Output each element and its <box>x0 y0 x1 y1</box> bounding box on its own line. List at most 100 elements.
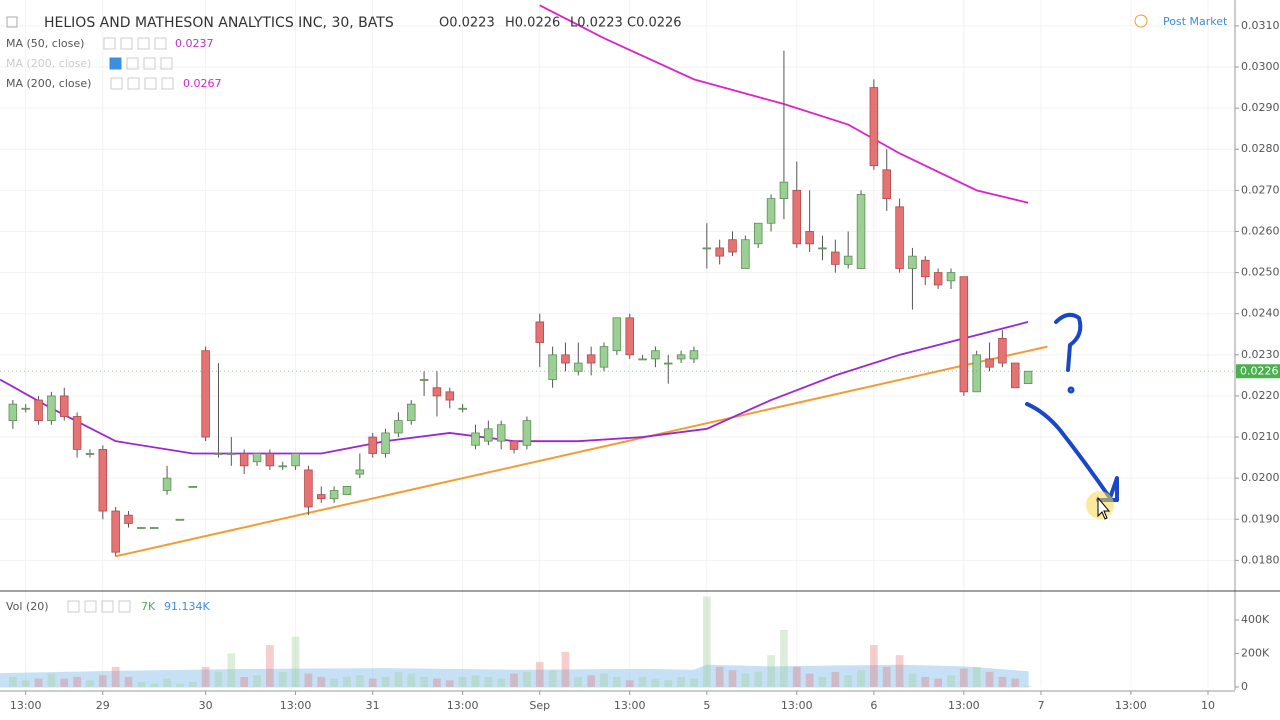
button[interactable] <box>103 37 116 50</box>
volume-bar <box>548 670 557 687</box>
volume-bar <box>895 655 904 687</box>
button[interactable] <box>118 600 131 613</box>
volume-bar <box>278 671 287 687</box>
ma-legend-name: MA (50, close) <box>6 37 84 50</box>
candle-body <box>111 510 120 553</box>
volume-bar <box>484 676 493 687</box>
button[interactable] <box>109 57 122 70</box>
volume-bar <box>947 675 955 687</box>
y-tick-label: 0.0280 <box>1241 142 1280 155</box>
candle-body <box>535 321 545 343</box>
volume-bar <box>47 673 56 687</box>
post-market-icon <box>1134 14 1148 28</box>
volume-bar <box>240 676 249 687</box>
candle-body <box>908 255 917 269</box>
volume-bar <box>137 681 146 687</box>
volume-bar <box>600 673 608 687</box>
candle-body <box>432 387 442 397</box>
button[interactable] <box>110 77 123 90</box>
y-tick-label: 0.0300 <box>1241 60 1280 73</box>
x-tick-label: 6 <box>870 699 877 712</box>
trendline <box>115 345 1048 558</box>
volume-bar <box>458 676 467 687</box>
candle-body <box>561 354 570 364</box>
candle-body <box>162 477 172 491</box>
y-tick-label: 0.0200 <box>1241 471 1280 484</box>
volume-bar <box>343 676 351 687</box>
volume-bar <box>677 676 685 687</box>
button[interactable] <box>126 57 139 70</box>
moving-average <box>539 4 1029 204</box>
button[interactable] <box>144 77 157 90</box>
candle-body <box>779 181 789 199</box>
volume-bar <box>291 636 300 687</box>
volume-bar <box>407 673 416 687</box>
close-label: C0.0226 <box>627 16 682 31</box>
button[interactable] <box>120 37 133 50</box>
volume-bar <box>908 673 917 687</box>
volume-bar <box>664 680 673 687</box>
x-tick-label: 31 <box>366 699 380 712</box>
button[interactable] <box>101 600 114 613</box>
y-tick-label: 0.0260 <box>1241 224 1280 237</box>
candle-body <box>239 453 249 467</box>
candle-body <box>831 251 840 265</box>
button[interactable] <box>154 37 167 50</box>
volume-bar <box>767 655 775 687</box>
volume-bar <box>98 675 107 687</box>
candle-body <box>998 337 1007 364</box>
post-market[interactable]: Post Market <box>1163 15 1228 28</box>
volume-bar <box>433 678 441 687</box>
candle-body <box>8 403 18 422</box>
candle-body <box>548 354 557 380</box>
volume-legend-name: Vol (20) <box>6 600 49 613</box>
candle-body <box>47 395 56 422</box>
y-tick-label: 0.0250 <box>1241 266 1280 279</box>
volume-bar <box>381 676 390 687</box>
volume-bar <box>998 676 1007 687</box>
y-tick-label: 0.0270 <box>1241 183 1280 196</box>
x-tick-label: 30 <box>199 699 213 712</box>
volume-bar <box>214 671 223 687</box>
button[interactable] <box>137 37 150 50</box>
button[interactable] <box>161 77 174 90</box>
candle-body <box>34 399 43 422</box>
candle-body <box>741 239 750 269</box>
button[interactable] <box>84 600 97 613</box>
candle-body <box>792 189 802 245</box>
volume-bar <box>1011 678 1020 687</box>
x-tick-label: Sep <box>529 699 550 712</box>
button[interactable] <box>67 600 80 613</box>
candle-body <box>21 407 30 410</box>
candle-body <box>612 317 622 352</box>
candle-body <box>188 485 198 488</box>
candle-body <box>201 350 210 438</box>
candle-body <box>972 354 981 393</box>
x-tick-label: 13:00 <box>447 699 479 712</box>
volume-bar <box>921 676 930 687</box>
candle-body <box>856 194 866 269</box>
candle-body <box>471 432 480 446</box>
ma-legend-name: MA (200, close) <box>6 57 91 70</box>
volume-bar <box>818 676 827 687</box>
volume-bar <box>728 670 737 687</box>
volume-bar <box>523 671 531 687</box>
candle-body <box>60 395 69 417</box>
volume-bar <box>741 673 750 687</box>
candle-body <box>278 465 287 468</box>
menu-icon[interactable] <box>6 16 18 28</box>
button[interactable] <box>160 57 173 70</box>
button[interactable] <box>127 77 140 90</box>
candle-body <box>895 206 904 269</box>
candle-body <box>651 350 660 360</box>
volume-bar <box>497 678 506 687</box>
volume-bar <box>253 675 261 687</box>
header: HELIOS AND MATHESON ANALYTICS INC, 30, B… <box>6 14 1228 613</box>
button[interactable] <box>143 57 156 70</box>
plot-layer <box>0 0 1235 688</box>
volume-bar <box>394 671 403 687</box>
ma-legend-value: 0.0237 <box>175 37 214 50</box>
x-tick-label: 13:00 <box>781 699 813 712</box>
volume-bar <box>805 673 814 687</box>
candle-body <box>406 403 416 422</box>
